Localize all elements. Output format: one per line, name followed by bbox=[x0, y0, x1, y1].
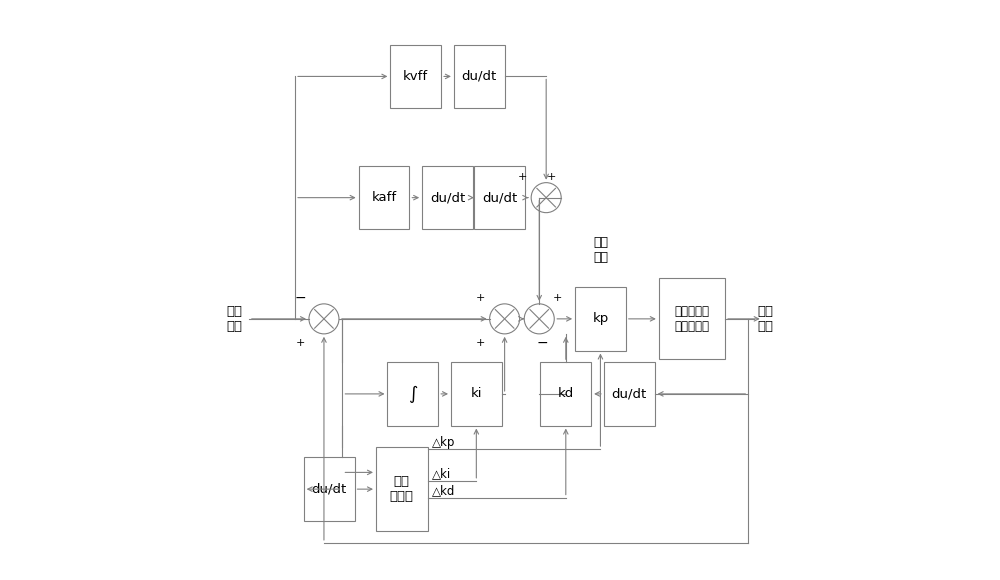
Text: kvff: kvff bbox=[403, 70, 428, 83]
Bar bbox=[604, 362, 655, 426]
Text: kp: kp bbox=[592, 313, 609, 325]
Text: du/dt: du/dt bbox=[430, 191, 465, 204]
Circle shape bbox=[490, 304, 520, 334]
Bar bbox=[422, 166, 473, 230]
Bar bbox=[390, 45, 441, 108]
Bar bbox=[304, 458, 355, 521]
Text: +: + bbox=[296, 338, 305, 347]
Text: 控制
输入: 控制 输入 bbox=[593, 235, 608, 263]
Text: ki: ki bbox=[471, 387, 482, 400]
Text: ∫: ∫ bbox=[408, 385, 418, 403]
Text: 位置
指令: 位置 指令 bbox=[226, 305, 242, 333]
Text: −: − bbox=[536, 335, 548, 350]
Text: 模糊
推理机: 模糊 推理机 bbox=[390, 475, 414, 503]
Text: +: + bbox=[547, 172, 557, 182]
Text: +: + bbox=[476, 293, 486, 303]
Text: du/dt: du/dt bbox=[482, 191, 517, 204]
Bar bbox=[387, 362, 438, 426]
Text: △ki: △ki bbox=[432, 467, 452, 480]
Text: +: + bbox=[518, 172, 527, 182]
Text: △kd: △kd bbox=[432, 484, 456, 497]
Bar bbox=[575, 287, 626, 350]
Bar bbox=[451, 362, 502, 426]
Bar bbox=[376, 447, 428, 531]
Text: +: + bbox=[476, 338, 486, 347]
Text: du/dt: du/dt bbox=[312, 483, 347, 496]
Circle shape bbox=[309, 304, 339, 334]
Bar bbox=[540, 362, 591, 426]
Bar bbox=[454, 45, 505, 108]
Text: −: − bbox=[294, 291, 306, 305]
Text: kd: kd bbox=[558, 387, 574, 400]
Bar bbox=[474, 166, 525, 230]
Bar bbox=[659, 278, 725, 359]
Circle shape bbox=[524, 304, 554, 334]
Text: +: + bbox=[552, 293, 562, 303]
Text: du/dt: du/dt bbox=[612, 387, 647, 400]
Text: 实际
位置: 实际 位置 bbox=[758, 305, 774, 333]
Text: △kp: △kp bbox=[432, 436, 456, 448]
Circle shape bbox=[531, 183, 561, 213]
Text: 超精密金刚
石车床导轨: 超精密金刚 石车床导轨 bbox=[674, 305, 709, 333]
Text: du/dt: du/dt bbox=[462, 70, 497, 83]
Bar bbox=[359, 166, 409, 230]
Text: kaff: kaff bbox=[371, 191, 397, 204]
